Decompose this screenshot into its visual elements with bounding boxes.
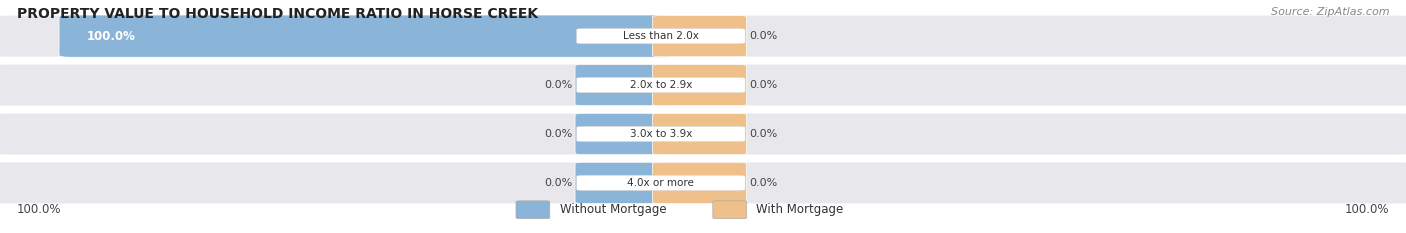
- FancyBboxPatch shape: [516, 201, 550, 219]
- Text: 2.0x to 2.9x: 2.0x to 2.9x: [630, 80, 692, 90]
- FancyBboxPatch shape: [59, 15, 672, 57]
- FancyBboxPatch shape: [575, 64, 669, 106]
- FancyBboxPatch shape: [713, 201, 747, 219]
- Text: 0.0%: 0.0%: [544, 178, 572, 188]
- FancyBboxPatch shape: [652, 162, 747, 204]
- Text: Less than 2.0x: Less than 2.0x: [623, 31, 699, 41]
- FancyBboxPatch shape: [652, 15, 747, 57]
- FancyBboxPatch shape: [575, 113, 669, 155]
- Text: 0.0%: 0.0%: [749, 129, 778, 139]
- Text: 0.0%: 0.0%: [544, 129, 572, 139]
- Text: 100.0%: 100.0%: [17, 203, 62, 216]
- FancyBboxPatch shape: [0, 113, 1406, 156]
- Text: Without Mortgage: Without Mortgage: [560, 203, 666, 216]
- Text: PROPERTY VALUE TO HOUSEHOLD INCOME RATIO IN HORSE CREEK: PROPERTY VALUE TO HOUSEHOLD INCOME RATIO…: [17, 7, 538, 21]
- FancyBboxPatch shape: [652, 64, 747, 106]
- Text: 100.0%: 100.0%: [87, 30, 136, 43]
- Text: Source: ZipAtlas.com: Source: ZipAtlas.com: [1271, 7, 1389, 17]
- Text: 3.0x to 3.9x: 3.0x to 3.9x: [630, 129, 692, 139]
- Text: 100.0%: 100.0%: [1344, 203, 1389, 216]
- Text: 0.0%: 0.0%: [749, 31, 778, 41]
- FancyBboxPatch shape: [576, 126, 745, 142]
- FancyBboxPatch shape: [652, 113, 747, 155]
- FancyBboxPatch shape: [0, 14, 1406, 58]
- FancyBboxPatch shape: [0, 161, 1406, 205]
- Text: 0.0%: 0.0%: [749, 178, 778, 188]
- FancyBboxPatch shape: [575, 162, 669, 204]
- FancyBboxPatch shape: [0, 63, 1406, 107]
- Text: With Mortgage: With Mortgage: [756, 203, 844, 216]
- Text: 4.0x or more: 4.0x or more: [627, 178, 695, 188]
- FancyBboxPatch shape: [576, 77, 745, 93]
- Text: 0.0%: 0.0%: [749, 80, 778, 90]
- FancyBboxPatch shape: [576, 175, 745, 191]
- Text: 0.0%: 0.0%: [544, 80, 572, 90]
- FancyBboxPatch shape: [576, 28, 745, 44]
